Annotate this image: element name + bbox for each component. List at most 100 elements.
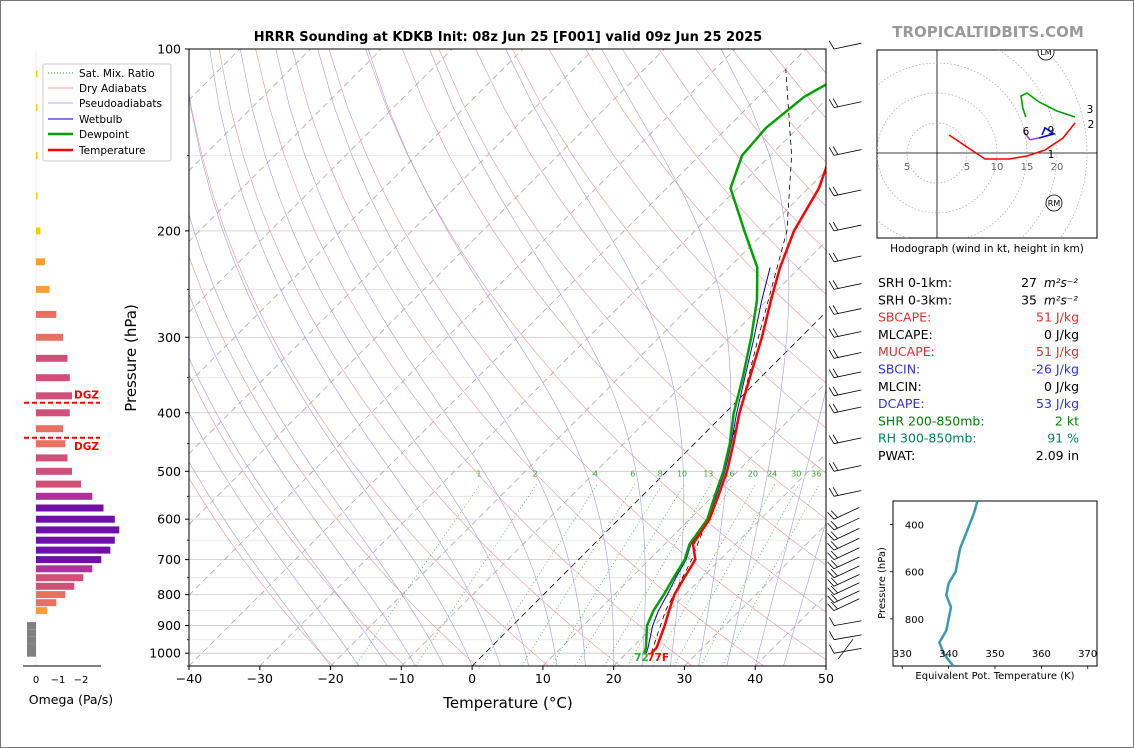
skewt-frame [188,48,827,667]
omega-tick-label-0: 0 [33,675,39,686]
moist-adiabat [367,49,614,666]
index-value: 0 J/kg [1044,379,1079,394]
brand-watermark: TROPICALTIDBITS.COM [892,23,1084,41]
omega-bar [27,622,36,630]
wind-barb-flag [832,368,839,378]
wind-barb-flag [828,222,835,232]
hodograph-trace-segment [1038,126,1056,139]
x-tick-label: 30 [676,671,692,686]
mixing-ratio-line [354,483,481,666]
wind-barb-flag [832,221,839,231]
wind-barb [827,556,860,570]
wind-barb-flag [828,435,835,444]
legend-label-dewpoint: Dewpoint [79,129,129,141]
moist-adiabat [189,357,388,666]
hodograph-ring [1045,50,1088,238]
hodograph-ring [997,50,1058,238]
moist-adiabat [275,49,558,666]
y-tick-label: 700 [157,552,181,567]
isotherm-line [189,49,807,666]
wind-barb-flag [830,568,838,577]
wind-barb-shaft [833,537,860,551]
wind-barb-flag [832,280,839,289]
wind-barb-flag [827,587,835,595]
wind-barb [827,537,860,551]
mixing-ratio-label: 4 [593,470,598,479]
x-tick-label: 50 [818,671,834,686]
surface-wind-barb [837,638,854,660]
theta-e-x-tick-label: 370 [1078,649,1097,660]
wind-barb-flag [827,561,835,570]
hodograph-height-label: 6 [1023,126,1030,138]
isotherm-line [684,523,826,666]
hodograph-ring [877,92,998,214]
theta-e-x-tick-label: 330 [893,649,912,660]
wind-barb [828,434,862,445]
index-label: SRH 0-1km: [878,275,952,290]
omega-bar [36,227,41,235]
wind-barb-shaft [833,437,862,445]
wind-barb-flag [827,603,835,611]
wind-barb-flag [832,386,839,396]
wind-barb-flag [828,462,835,472]
wind-barbs [827,40,862,660]
wind-barb-flag [828,147,835,156]
wind-barb-flag [828,487,835,497]
wind-barb-flag [832,98,839,107]
wind-barb-flag [827,595,835,603]
dgz-label: DGZ [74,390,99,402]
wind-barb [828,252,862,263]
wind-barb-shaft [833,255,862,263]
mixing-ratio-label: 1 [476,470,481,479]
moist-adiabat [209,49,501,666]
legend-label-moist: Pseudoadiabats [79,98,162,110]
surface-dewpoint-label: 72 [634,652,649,664]
hodograph-ring-label: 10 [991,162,1004,173]
index-value: 91 % [1047,431,1079,446]
omega-bar [27,629,36,637]
chart-title: HRRR Sounding at KDKB Init: 08z Jun 25 [… [254,30,762,45]
theta-e-y-tick-label: 400 [905,521,924,532]
omega-axis-label: Omega (Pa/s) [29,692,113,707]
wind-barb-flag [832,252,839,262]
theta-e-content [938,501,979,666]
x-tick-label: −30 [247,671,273,686]
hodograph-storm-marker [1045,194,1063,212]
wind-barb-shaft [833,620,862,626]
wind-barb [828,280,862,290]
hodograph-ring-label: 15 [1021,162,1034,173]
wind-barb [829,644,862,654]
wind-barb [828,146,862,156]
omega-bar [36,515,115,523]
omega-tick-label-2: −2 [74,675,89,686]
x-tick-label: 20 [606,671,622,686]
y-tick-label: 900 [157,618,181,633]
x-tick-label: −10 [388,671,414,686]
wind-barb-flag [828,306,835,315]
theta-e-y-tick-label: 800 [905,615,924,626]
moist-adiabat [189,293,416,666]
index-value: 2 kt [1055,413,1079,428]
omega-bar [36,440,66,448]
x-tick-label: 40 [747,671,763,686]
index-label: SHR 200-850mb: [878,413,985,428]
wind-barb-shaft [833,647,862,654]
mixing-ratio-label: 2 [533,470,538,479]
index-value: 0 J/kg [1044,327,1079,342]
dry-adiabat [189,255,477,666]
index-label: SBCAPE: [878,310,931,325]
wind-barb-flag [832,434,839,444]
dry-adiabat [189,373,406,666]
y-tick-label: 800 [157,587,181,602]
hodograph-trace-segment [1020,92,1076,118]
wind-barb-shaft [833,283,862,290]
dry-adiabat [585,49,826,339]
wind-barb-flag [828,349,835,359]
wind-barb-shaft [833,556,860,570]
moist-adiabat [601,49,732,666]
wind-barb-shaft [833,224,862,232]
omega-bar [36,258,45,266]
wind-barb-flag [828,387,835,397]
